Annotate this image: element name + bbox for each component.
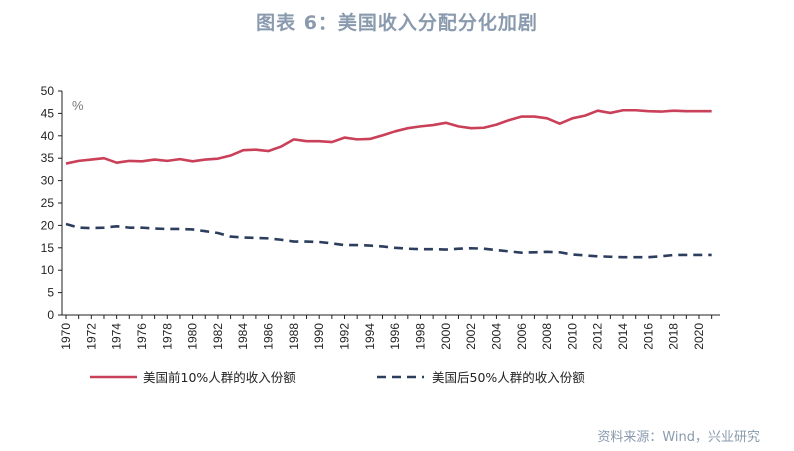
x-tick-label: 2020 [692, 323, 706, 350]
y-tick-label: 40 [41, 129, 55, 143]
chart-legend: 美国前10%人群的收入份额 美国后50%人群的收入份额 [90, 370, 585, 385]
x-tick-label: 2000 [439, 323, 453, 350]
legend-label-top10: 美国前10%人群的收入份额 [143, 370, 296, 385]
x-tick-label: 1988 [287, 323, 301, 350]
y-tick-label: 0 [47, 308, 54, 322]
y-tick-label: 10 [41, 263, 55, 277]
y-tick-label: 5 [47, 286, 54, 300]
y-tick-label: 45 [41, 106, 55, 120]
x-tick-label: 1982 [211, 323, 225, 350]
chart-series [65, 108, 712, 259]
y-tick-label: 20 [41, 218, 55, 232]
x-tick-label: 1970 [59, 323, 73, 350]
x-tick-label: 2002 [464, 323, 478, 350]
x-tick-label: 1994 [363, 323, 377, 350]
series-line-top10 [65, 108, 712, 165]
x-tick-label: 2014 [616, 323, 630, 350]
x-tick-label: 2018 [667, 323, 681, 350]
x-tick-label: 2004 [489, 323, 503, 350]
x-tick-label: 1992 [338, 323, 352, 350]
x-tick-label: 1990 [312, 323, 326, 350]
x-tick-label: 1998 [413, 323, 427, 350]
x-tick-label: 1984 [236, 323, 250, 350]
y-tick-label: 50 [41, 84, 55, 98]
x-tick-label: 2008 [540, 323, 554, 350]
y-tick-label: 35 [41, 151, 55, 165]
x-tick-label: 2010 [565, 323, 579, 350]
series-line-bottom50 [65, 222, 712, 259]
x-tick-label: 1986 [262, 323, 276, 350]
x-tick-label: 2012 [591, 323, 605, 350]
x-tick-label: 2006 [515, 323, 529, 350]
x-tick-label: 2016 [641, 323, 655, 350]
chart-axes: 0 5 10 15 20 25 30 35 40 45 50% 1970 1972 1974 1976 197… [41, 84, 720, 350]
x-tick-label: 1996 [388, 323, 402, 350]
x-tick-label: 1972 [84, 323, 98, 350]
chart-title: 图表 6：美国收入分配分化加剧 [256, 12, 538, 34]
x-tick-label: 1976 [135, 323, 149, 350]
y-tick-label: 30 [41, 174, 55, 188]
x-tick-label: 1974 [110, 323, 124, 350]
y-unit-label: % [72, 98, 84, 113]
y-tick-label: 15 [41, 241, 55, 255]
x-tick-label: 1978 [160, 323, 174, 350]
x-tick-label: 1980 [186, 323, 200, 350]
source-note: 资料来源：Wind，兴业研究 [597, 430, 760, 445]
y-tick-label: 25 [41, 196, 55, 210]
legend-label-bottom50: 美国后50%人群的收入份额 [432, 370, 585, 385]
